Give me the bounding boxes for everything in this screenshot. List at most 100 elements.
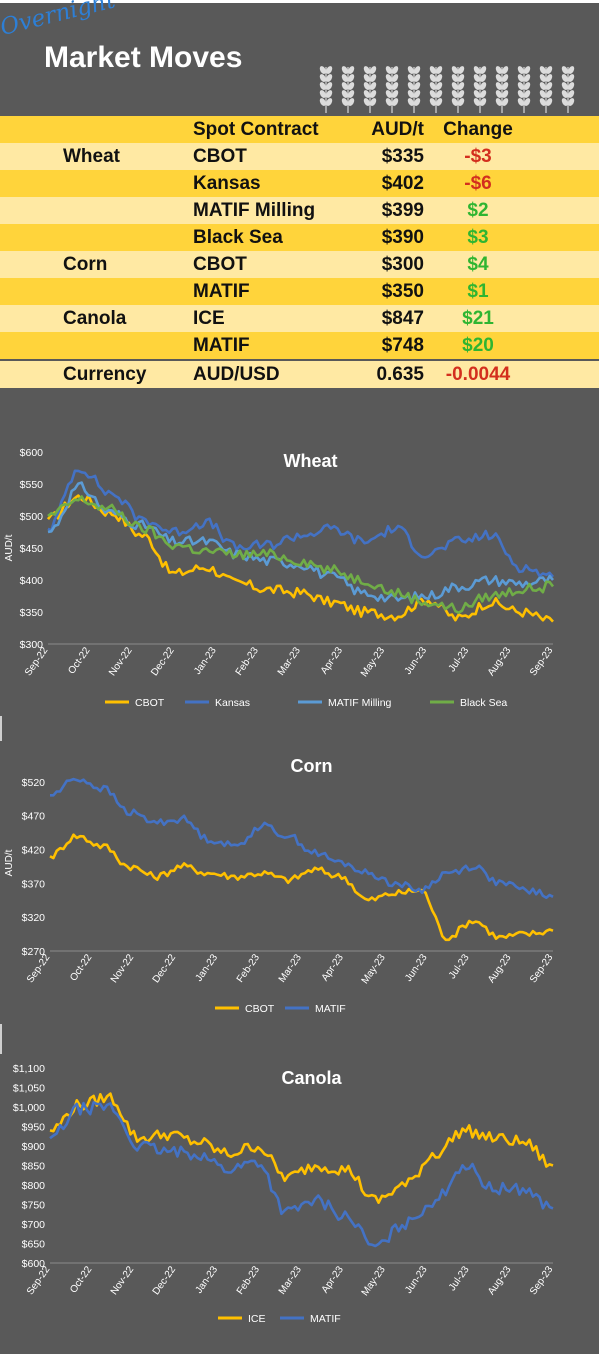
wheat-grain <box>429 74 436 82</box>
wheat-grain <box>480 90 487 98</box>
cell-change: $1 <box>467 281 489 302</box>
wheat-grain <box>319 98 326 106</box>
x-tick-label: Jan-23 <box>192 645 219 677</box>
x-tick-label: Jul-23 <box>447 952 472 981</box>
wheat-grain <box>480 66 487 74</box>
header-spot-contract: Spot Contract <box>193 119 319 140</box>
x-tick-label: Jan-23 <box>194 1264 221 1296</box>
wheat-grain <box>392 66 399 74</box>
cell-change: $21 <box>462 308 494 329</box>
wheat-grain <box>326 74 333 82</box>
wheat-grain <box>407 98 414 106</box>
wheat-grain <box>385 82 392 90</box>
wheat-grain <box>429 66 436 74</box>
wheat-grain <box>451 98 458 106</box>
cell-contract: Kansas <box>193 173 261 194</box>
page-title: Market Moves <box>44 41 243 74</box>
wheat-grain <box>451 90 458 98</box>
cell-contract: Black Sea <box>193 227 283 248</box>
legend-label: CBOT <box>245 1003 275 1015</box>
wheat-grain <box>363 74 370 82</box>
wheat-grain <box>561 98 568 106</box>
cell-change: -0.0044 <box>445 364 511 385</box>
wheat-stalks-icon <box>319 66 575 113</box>
table-row: MATIF $350 $1 <box>0 278 603 305</box>
wheat-grain <box>392 98 399 106</box>
series-line-black-sea <box>47 495 555 614</box>
y-axis-label: AUD/t <box>4 849 15 876</box>
wheat-grain <box>370 74 377 82</box>
wheat-grain <box>348 66 355 74</box>
wheat-grain <box>414 82 421 90</box>
x-tick-label: Nov-22 <box>107 645 135 678</box>
wheat-grain <box>436 82 443 90</box>
x-tick-label: May-23 <box>360 1264 388 1298</box>
wheat-grain <box>539 66 546 74</box>
wheat-grain <box>546 90 553 98</box>
y-tick-label: $470 <box>22 811 46 823</box>
y-tick-label: $850 <box>22 1161 46 1173</box>
wheat-grain <box>480 82 487 90</box>
x-tick-label: Feb-23 <box>234 645 261 678</box>
y-axis-label: AUD/t <box>4 534 15 561</box>
cell-price: $300 <box>381 254 424 275</box>
wheat-grain <box>524 82 531 90</box>
wheat-grain <box>392 74 399 82</box>
wheat-grain <box>495 74 502 82</box>
wheat-grain <box>458 74 465 82</box>
table-row: Canola ICE $847 $21 <box>0 305 603 332</box>
wheat-grain <box>385 98 392 106</box>
cell-price: $390 <box>381 227 424 248</box>
wheat-grain <box>348 74 355 82</box>
legend-label: ICE <box>248 1313 266 1325</box>
wheat-grain <box>495 66 502 74</box>
cell-contract: MATIF <box>193 335 250 356</box>
wheat-grain <box>436 98 443 106</box>
x-tick-label: Nov-22 <box>109 1264 137 1297</box>
legend-label: Black Sea <box>460 697 507 709</box>
wheat-grain <box>348 82 355 90</box>
wheat-grain <box>414 74 421 82</box>
wheat-grain <box>568 82 575 90</box>
wheat-grain <box>414 98 421 106</box>
wheat-grain <box>341 98 348 106</box>
wheat-grain <box>451 82 458 90</box>
overnight-script-text: Overnight <box>0 0 118 42</box>
wheat-grain <box>539 82 546 90</box>
y-tick-label: $600 <box>20 447 44 459</box>
x-tick-label: Jul-23 <box>447 645 472 674</box>
wheat-grain <box>539 98 546 106</box>
cell-price: 0.635 <box>376 364 424 385</box>
x-tick-label: Oct-22 <box>68 1264 94 1295</box>
legend-label: MATIF <box>315 1003 346 1015</box>
wheat-grain <box>341 90 348 98</box>
wheat-grain <box>319 90 326 98</box>
cell-commodity: Corn <box>63 254 108 275</box>
cell-price: $402 <box>381 173 424 194</box>
wheat-grain <box>363 66 370 74</box>
cell-change: -$6 <box>464 173 492 194</box>
table-row: Wheat CBOT $335 -$3 <box>0 143 603 170</box>
wheat-grain <box>385 66 392 74</box>
wheat-grain <box>341 82 348 90</box>
x-tick-label: Aug-23 <box>486 1264 514 1297</box>
x-tick-label: Apr-23 <box>320 952 346 983</box>
wheat-grain <box>451 66 458 74</box>
wheat-grain <box>407 66 414 74</box>
wheat-grain <box>539 74 546 82</box>
wheat-grain <box>429 90 436 98</box>
series-line-cbot <box>46 493 554 623</box>
wheat-grain <box>480 74 487 82</box>
y-tick-label: $300 <box>20 639 44 651</box>
wheat-grain <box>524 98 531 106</box>
wheat-grain <box>414 90 421 98</box>
wheat-grain <box>568 74 575 82</box>
x-tick-label: Oct-22 <box>68 952 94 983</box>
wheat-grain <box>480 98 487 106</box>
wheat-grain <box>385 90 392 98</box>
left-edge-marker <box>0 716 2 741</box>
x-tick-label: Jul-23 <box>447 1264 472 1293</box>
y-tick-label: $320 <box>22 912 46 924</box>
y-tick-label: $800 <box>22 1180 46 1192</box>
